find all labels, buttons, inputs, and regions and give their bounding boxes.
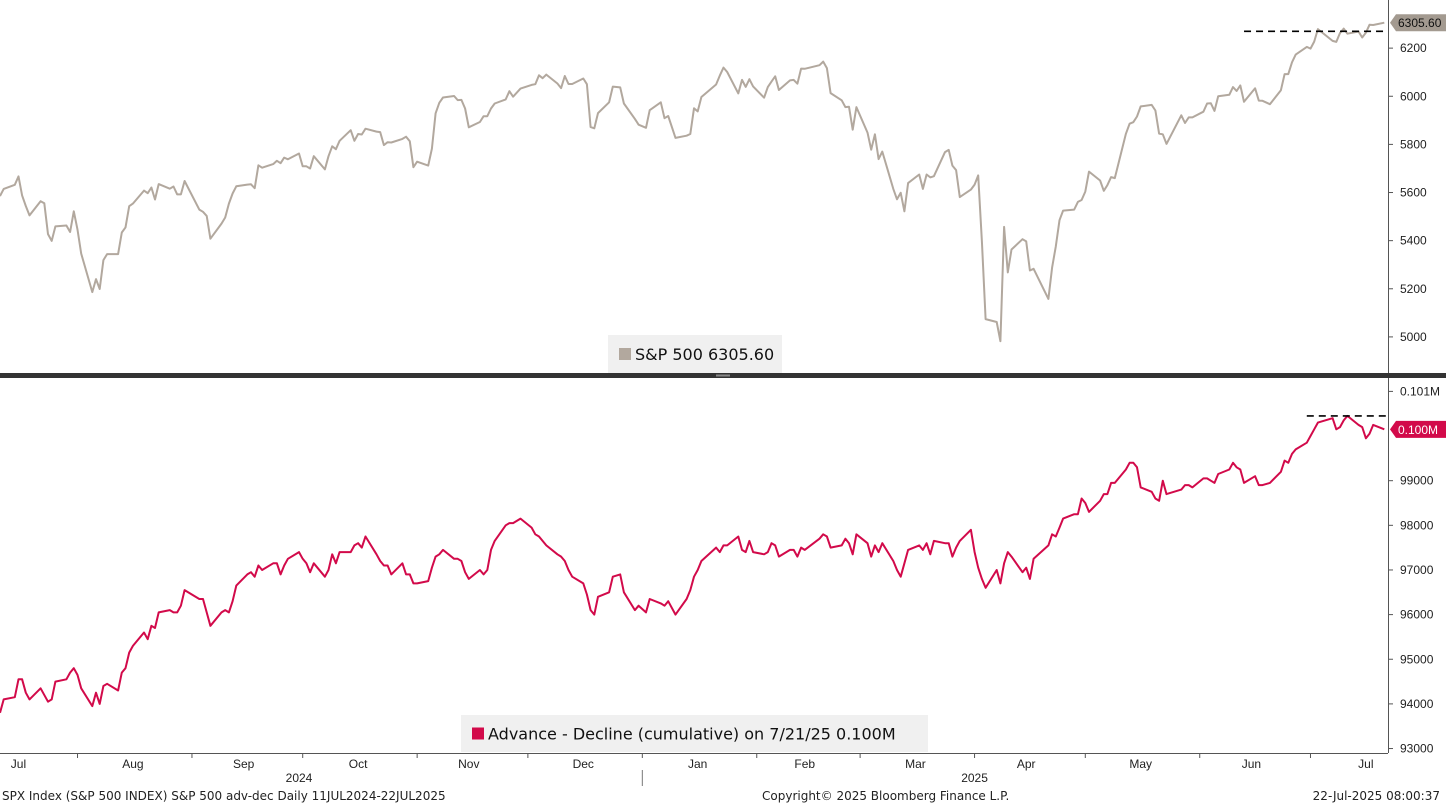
spx-ytick-label-1: 5200: [1400, 282, 1427, 296]
adv-dec-legend-box: [461, 715, 928, 752]
xtick-label-5: Dec: [573, 757, 594, 771]
spx-ytick-label-0: 5000: [1400, 330, 1427, 344]
adv-dec-legend-swatch: [472, 727, 484, 740]
adv-dec-legend-label: Advance - Decline (cumulative) on 7/21/2…: [488, 725, 896, 744]
adv-dec-ytick-label-3: 96000: [1400, 608, 1434, 622]
spx-last-value-tag: [1390, 14, 1446, 32]
xtick-label-10: May: [1129, 757, 1152, 771]
adv-dec-ytick-label-7: 0.101M: [1400, 384, 1440, 398]
adv-dec-last-value-tag: [1390, 420, 1446, 438]
spx-ytick-label-5: 6000: [1400, 89, 1427, 103]
footer-copyright: Copyright© 2025 Bloomberg Finance L.P.: [762, 789, 1010, 803]
spx-last-value-label: 6305.60: [1398, 16, 1442, 30]
divider-grip: [716, 374, 730, 377]
xtick-label-3: Oct: [349, 757, 368, 771]
xtick-label-2: Sep: [233, 757, 255, 771]
spx-legend-box: [608, 335, 782, 373]
xtick-label-12: Jul: [1358, 757, 1373, 771]
spx-ytick-label-3: 5600: [1400, 186, 1427, 200]
adv-dec-ytick-label-4: 97000: [1400, 563, 1434, 577]
adv-dec-ytick-label-0: 93000: [1400, 742, 1434, 756]
xtick-label-4: Nov: [458, 757, 479, 771]
xtick-label-1: Aug: [122, 757, 143, 771]
adv-dec-last-value-label: 0.100M: [1398, 423, 1438, 437]
adv-dec-ytick-label-6: 99000: [1400, 474, 1434, 488]
footer-timestamp: 22-Jul-2025 08:00:37: [1312, 789, 1440, 803]
xtick-label-6: Jan: [688, 757, 707, 771]
xtick-label-8: Mar: [905, 757, 926, 771]
spx-legend-swatch: [619, 348, 631, 360]
adv-dec-ytick-label-1: 94000: [1400, 697, 1434, 711]
xtick-label-11: Jun: [1242, 757, 1261, 771]
year-label-0: 2024: [286, 771, 313, 785]
spx-series-line: [0, 21, 1385, 343]
spx-panel: 5000 5200 5400 5600 5800 6000 6200 6305.60 S&P 5…: [0, 14, 1446, 373]
adv-dec-ytick-label-2: 95000: [1400, 652, 1434, 666]
spx-ytick-label-2: 5400: [1400, 234, 1427, 248]
xtick-label-9: Apr: [1017, 757, 1036, 771]
xtick-label-0: Jul: [11, 757, 26, 771]
year-label-1: 2025: [961, 771, 988, 785]
xtick-label-7: Feb: [794, 757, 815, 771]
footer-ticker-info: SPX Index (S&P 500 INDEX) S&P 500 adv-de…: [2, 789, 446, 803]
spx-ytick-label-6: 6200: [1400, 41, 1427, 55]
x-axis: Jul Aug Sep Oct Nov Dec Jan Feb Mar Apr May Jun Jul 2…: [11, 753, 1374, 786]
adv-dec-ytick-label-5: 98000: [1400, 518, 1434, 532]
spx-ytick-label-4: 5800: [1400, 137, 1427, 151]
spx-legend-label: S&P 500 6305.60: [635, 345, 774, 364]
adv-dec-panel: 93000 94000 95000 96000 97000 98000 99000 0.101…: [0, 384, 1446, 756]
adv-dec-series-line: [0, 414, 1385, 714]
